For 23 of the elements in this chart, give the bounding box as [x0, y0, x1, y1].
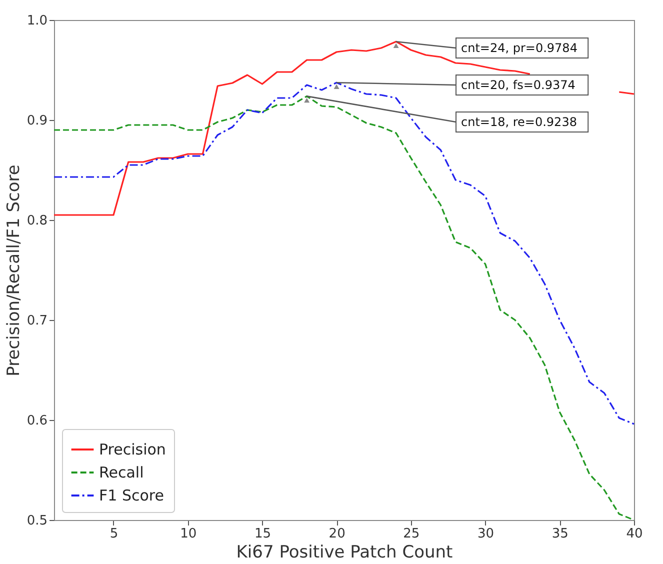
y-tick-label: 0.5: [26, 514, 48, 528]
x-tick-label: 20: [328, 526, 346, 542]
x-tick-label: 40: [626, 526, 643, 542]
x-tick-label: 35: [552, 526, 568, 542]
legend-label: F1 Score: [99, 486, 164, 504]
legend-label: Precision: [99, 440, 166, 458]
annotation: cnt=18, re=0.9238: [461, 115, 577, 129]
x-tick-label: 25: [403, 526, 420, 542]
x-tick-label: 30: [478, 526, 494, 542]
x-tick-label: 10: [180, 526, 197, 542]
x-axis-title: Ki67 Positive Patch Count: [236, 542, 454, 562]
annotation: cnt=24, pr=0.9784: [461, 41, 578, 55]
x-tick-label: 15: [254, 526, 271, 542]
annotation: cnt=20, fs=0.9374: [461, 78, 576, 92]
line-series: [53, 82, 635, 425]
legend-label: Recall: [99, 464, 144, 482]
x-tick-label: 5: [110, 526, 118, 542]
y-tick-label: 0.7: [26, 314, 48, 328]
y-axis-title: Precision/Recall/F1 Score: [4, 164, 24, 376]
y-tick-label: 0.8: [26, 214, 48, 228]
y-tick-label: 1.0: [26, 14, 48, 28]
y-tick-label: 0.6: [26, 414, 48, 428]
y-tick-label: 0.9: [26, 114, 48, 128]
